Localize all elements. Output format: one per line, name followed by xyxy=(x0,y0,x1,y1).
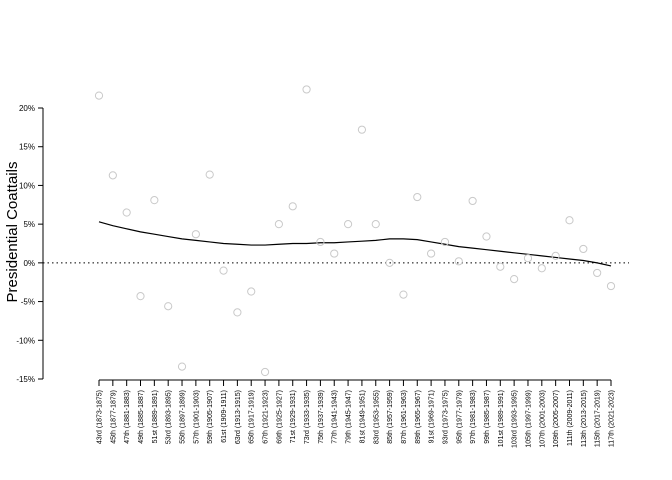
data-point xyxy=(537,264,546,273)
data-point xyxy=(233,308,242,317)
y-tick-label: 5% xyxy=(23,220,35,229)
data-point xyxy=(551,251,560,260)
data-point xyxy=(496,262,505,271)
x-axis: 43rd (1873-1875) 45th (1877-1879) 47th (18… xyxy=(97,379,616,448)
x-tick-label: 111th (2009-2011) xyxy=(567,390,574,446)
data-point xyxy=(150,196,159,205)
data-point xyxy=(136,292,145,301)
x-tick-label: 73rd (1933-1935) xyxy=(304,390,311,444)
x-tick-label: 79th (1945-1947) xyxy=(346,390,353,444)
data-point xyxy=(260,367,270,377)
data-point xyxy=(565,216,574,225)
x-tick-label: 51st (1889-1891) xyxy=(152,390,159,443)
x-tick-label: 117th (2021-2023) xyxy=(609,390,616,447)
data-point xyxy=(593,268,602,278)
x-tick-label: 85th (1957-1959) xyxy=(387,390,394,444)
x-tick-label: 67th (1921-1923) xyxy=(263,390,270,444)
y-tick-label: 0% xyxy=(23,259,35,268)
x-tick-label: 77th (1941-1943) xyxy=(332,390,339,444)
data-point xyxy=(440,237,450,247)
data-point xyxy=(482,232,491,241)
data-point xyxy=(108,171,117,180)
y-axis: -15% -10% -5% 0% 5% 10% 15% 20% xyxy=(16,104,44,384)
x-tick-label: 57th (1901-1903) xyxy=(193,390,200,444)
trend-line xyxy=(98,221,612,267)
x-tick-label: 69th (1925-1927) xyxy=(276,390,283,444)
data-point xyxy=(316,237,325,247)
data-point xyxy=(330,249,339,258)
data-point xyxy=(247,287,256,296)
x-tick-label: 109th (2005-2007) xyxy=(553,390,560,448)
trend-line-series xyxy=(98,221,612,267)
x-tick-label: 75th (1937-1939) xyxy=(318,390,325,444)
x-tick-label: 59th (1905-1907) xyxy=(207,390,214,444)
data-point xyxy=(343,220,353,229)
data-point xyxy=(399,290,408,299)
data-point xyxy=(219,266,228,275)
x-tick-label: 71st (1929-1931) xyxy=(290,390,297,443)
data-point xyxy=(302,85,311,94)
x-tick-label: 53rd (1893-1895) xyxy=(166,390,173,444)
x-tick-label: 89th (1965-1967) xyxy=(415,390,422,444)
x-tick-label: 101st (1989-1991) xyxy=(498,390,505,447)
data-point xyxy=(468,196,477,206)
data-point xyxy=(606,281,616,291)
data-point xyxy=(191,230,200,239)
y-tick-label: -10% xyxy=(16,336,35,345)
x-tick-label: 91st (1969-1971) xyxy=(429,390,436,443)
data-point xyxy=(413,192,422,202)
x-tick-label: 45th (1877-1879) xyxy=(110,390,117,444)
y-tick-label: -15% xyxy=(16,375,35,384)
data-point xyxy=(288,202,297,211)
data-point xyxy=(523,254,533,263)
y-tick-label: -5% xyxy=(21,298,35,307)
x-tick-label: 55th (1897-1899) xyxy=(180,390,187,444)
x-tick-label: 43rd (1873-1875) xyxy=(97,390,104,444)
x-tick-label: 105th (1997-1999) xyxy=(525,390,532,448)
data-point xyxy=(371,220,380,229)
data-point xyxy=(205,170,214,179)
data-point xyxy=(274,220,283,229)
x-tick-label: 81st (1949-1951) xyxy=(359,390,366,443)
y-tick-label: 20% xyxy=(19,104,35,113)
x-tick-label: 99th (1985-1987) xyxy=(484,390,491,444)
x-tick-label: 103rd (1993-1995) xyxy=(512,390,519,448)
x-tick-label: 97th (1981-1983) xyxy=(470,390,477,444)
data-point xyxy=(164,302,173,311)
x-tick-label: 87th (1961-1963) xyxy=(401,390,408,444)
x-tick-label: 65th (1917-1919) xyxy=(249,390,256,444)
y-tick-label: 10% xyxy=(19,181,35,190)
data-point xyxy=(579,244,588,254)
scatter-points xyxy=(94,85,616,377)
data-point xyxy=(177,362,187,371)
data-point xyxy=(510,275,519,284)
y-axis-label: Presidential Coattails xyxy=(4,162,21,303)
x-tick-label: 47th (1881-1883) xyxy=(124,390,131,444)
data-point xyxy=(454,257,463,266)
x-tick-label: 49th (1885-1887) xyxy=(138,390,145,444)
y-tick-label: 15% xyxy=(19,143,35,152)
data-point xyxy=(427,249,436,258)
x-tick-label: 95th (1977-1979) xyxy=(456,390,463,444)
data-point xyxy=(94,91,104,100)
x-tick-label: 83rd (1953-1955) xyxy=(373,390,380,444)
x-tick-label: 107th (2001-2003) xyxy=(539,390,546,448)
x-tick-label: 113th (2013-2015) xyxy=(581,390,588,447)
x-tick-label: 115th (2017-2019) xyxy=(595,390,602,447)
x-tick-label: 61st (1909-1911) xyxy=(221,390,228,443)
data-point xyxy=(357,125,367,134)
data-point xyxy=(122,208,131,217)
x-tick-label: 63rd (1913-1915) xyxy=(235,390,242,444)
data-point xyxy=(385,258,394,267)
x-tick-label: 93rd (1973-1975) xyxy=(442,390,449,444)
